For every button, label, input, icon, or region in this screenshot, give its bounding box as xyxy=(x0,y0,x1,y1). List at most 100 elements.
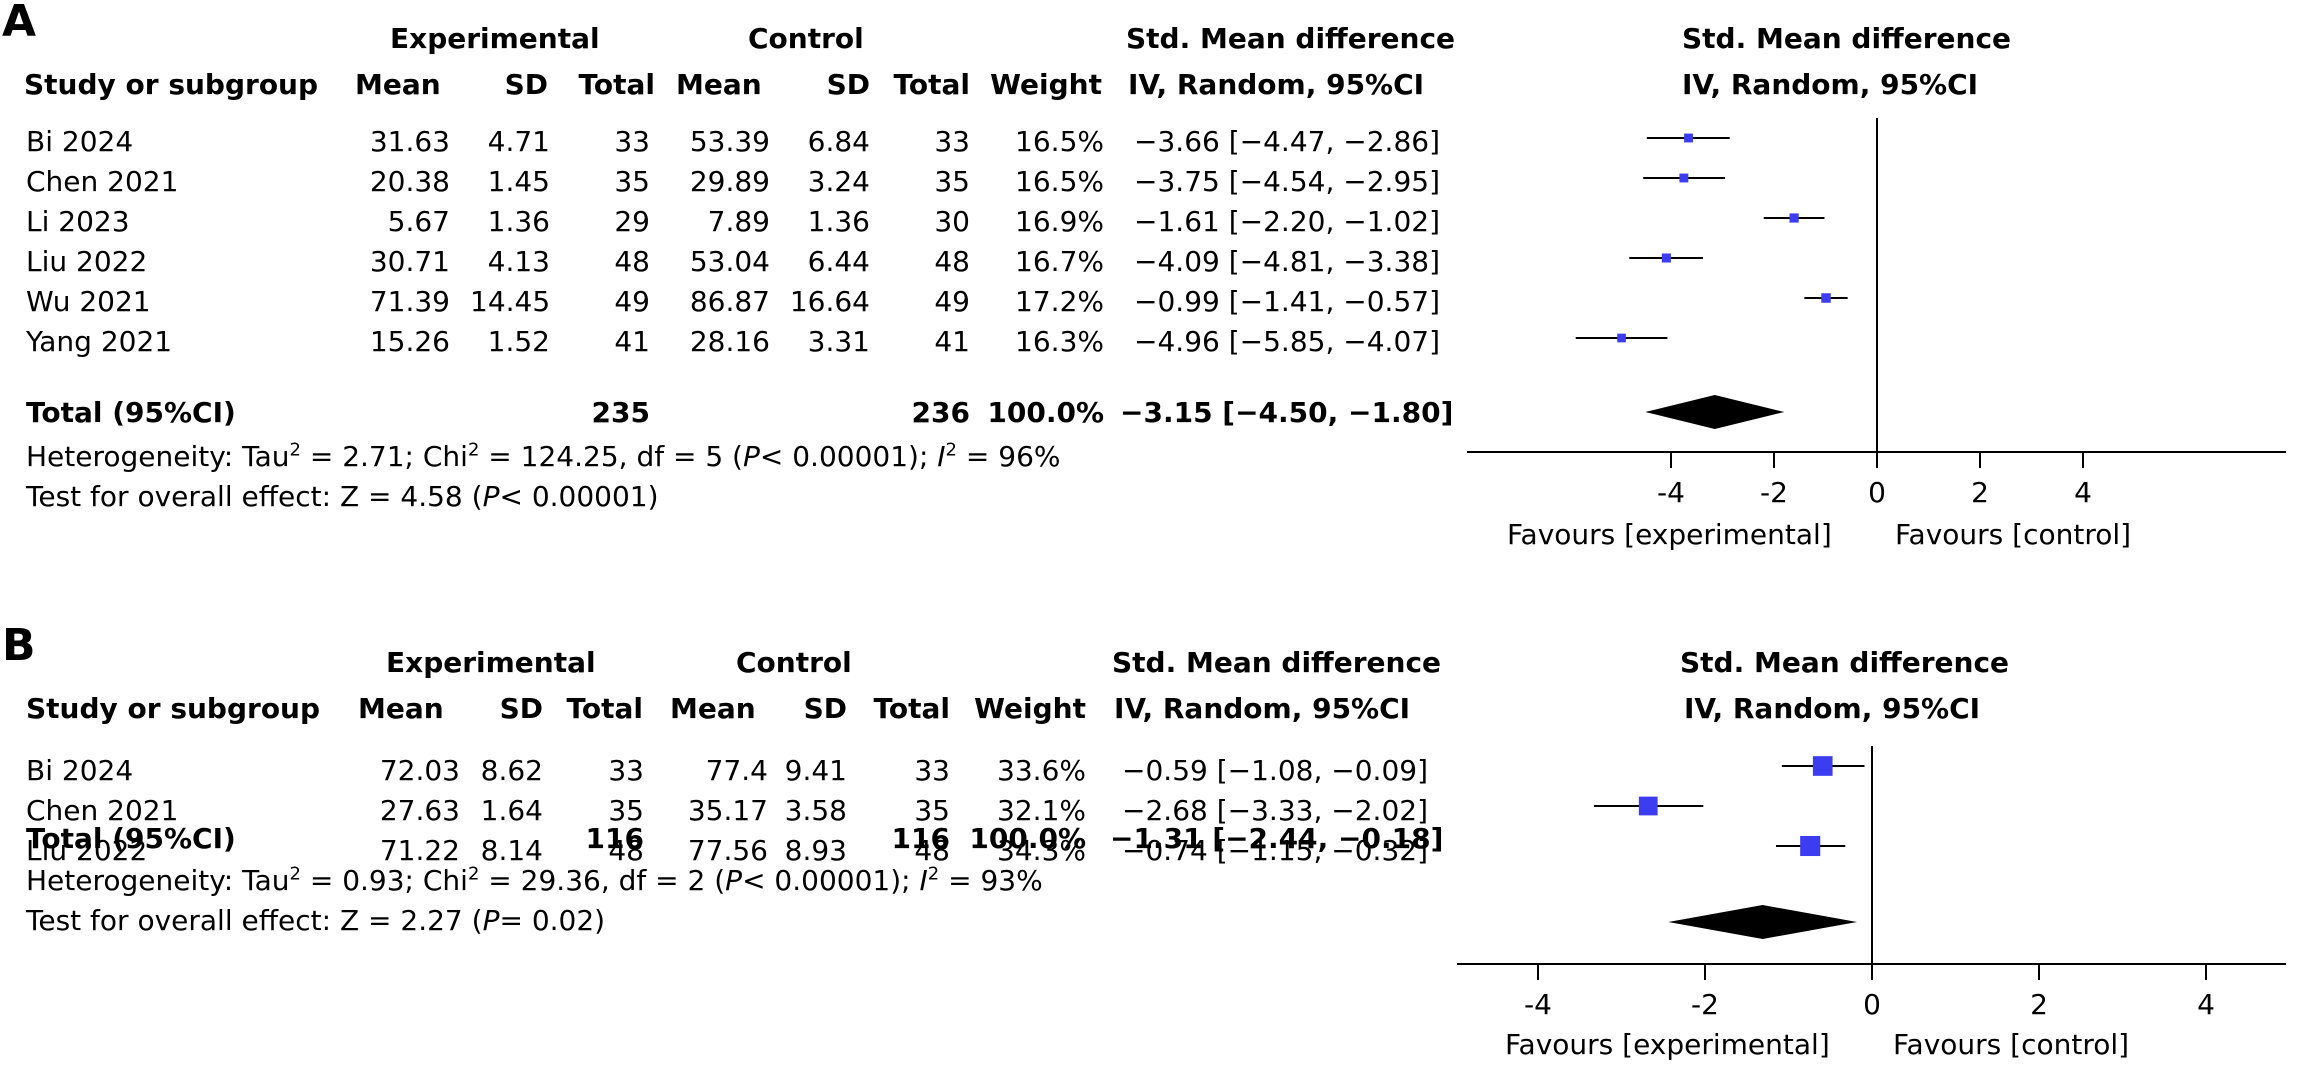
header-effect-title: Std. Mean difference xyxy=(1112,646,1442,679)
total-e-total: 116 xyxy=(585,822,644,855)
weight-value: 16.5% xyxy=(1015,165,1104,198)
header-e-mean: Mean xyxy=(355,68,441,101)
header-weight: Weight xyxy=(974,692,1086,725)
weight-value: 16.3% xyxy=(1015,325,1104,358)
study-name: Bi 2024 xyxy=(26,125,134,158)
header-c-mean: Mean xyxy=(676,68,762,101)
favours-experimental-label: Favours [experimental] xyxy=(1507,518,1832,551)
control-total: 41 xyxy=(934,325,970,358)
heterogeneity-text: Heterogeneity: Tau2 = 2.71; Chi2 = 124.2… xyxy=(26,439,1061,473)
control-total: 35 xyxy=(914,794,950,827)
x-tick-label: 2 xyxy=(2030,988,2048,1021)
control-sd: 3.58 xyxy=(784,794,847,827)
pooled-diamond xyxy=(1645,395,1785,429)
total-e-total: 235 xyxy=(591,396,650,429)
experimental-total: 35 xyxy=(614,165,650,198)
effect-marker xyxy=(1638,796,1658,816)
experimental-mean: 72.03 xyxy=(379,754,460,787)
header-c-sd: SD xyxy=(803,692,847,725)
study-name: Chen 2021 xyxy=(26,794,179,827)
experimental-total: 49 xyxy=(614,285,650,318)
total-ci: −3.15 [−4.50, −1.80] xyxy=(1120,396,1454,429)
plot-title: Std. Mean difference xyxy=(1682,22,2012,55)
weight-value: 34.3% xyxy=(997,834,1086,867)
control-sd: 1.36 xyxy=(807,205,870,238)
effect-marker xyxy=(1684,133,1693,143)
header-c-total: Total xyxy=(893,68,971,101)
experimental-mean: 31.63 xyxy=(369,125,450,158)
forest-plot-panel-a: A Experimental Control Std. Mean differe… xyxy=(2,0,2286,551)
experimental-total: 41 xyxy=(614,325,650,358)
experimental-total: 35 xyxy=(608,794,644,827)
header-e-total: Total xyxy=(578,68,656,101)
effect-marker xyxy=(1679,173,1689,183)
control-mean: 28.16 xyxy=(689,325,770,358)
total-weight: 100.0% xyxy=(969,822,1086,855)
header-experimental: Experimental xyxy=(386,646,596,679)
experimental-mean: 27.63 xyxy=(379,794,460,827)
total-label: Total (95%CI) xyxy=(26,396,236,429)
study-name: Chen 2021 xyxy=(26,165,179,198)
study-name: Liu 2022 xyxy=(26,834,148,867)
overall-effect-text: Test for overall effect: Z = 2.27 (P= 0.… xyxy=(26,904,606,937)
control-mean: 77.56 xyxy=(687,834,768,867)
weight-value: 17.2% xyxy=(1015,285,1104,318)
experimental-sd: 1.64 xyxy=(480,794,543,827)
experimental-total: 33 xyxy=(614,125,650,158)
plot-subtitle: IV, Random, 95%CI xyxy=(1684,692,1981,725)
header-control: Control xyxy=(736,646,852,679)
control-sd: 9.41 xyxy=(784,754,847,787)
header-study: Study or subgroup xyxy=(26,692,321,725)
control-total: 48 xyxy=(914,834,950,867)
control-mean: 53.39 xyxy=(689,125,770,158)
total-ci: −1.31 [−2.44, −0.18] xyxy=(1110,822,1444,855)
effect-marker xyxy=(1617,333,1626,343)
control-sd: 16.64 xyxy=(789,285,870,318)
header-c-mean: Mean xyxy=(670,692,756,725)
control-sd: 3.31 xyxy=(807,325,870,358)
control-mean: 7.89 xyxy=(707,205,770,238)
control-total: 48 xyxy=(934,245,970,278)
header-study: Study or subgroup xyxy=(24,68,319,101)
plot-subtitle: IV, Random, 95%CI xyxy=(1682,68,1979,101)
control-sd: 3.24 xyxy=(807,165,870,198)
study-name: Li 2023 xyxy=(26,205,130,238)
experimental-mean: 5.67 xyxy=(387,205,450,238)
study-name: Bi 2024 xyxy=(26,754,134,787)
effect-marker xyxy=(1821,293,1831,303)
x-tick-label: 4 xyxy=(2074,476,2092,509)
control-sd: 6.84 xyxy=(807,125,870,158)
header-e-total: Total xyxy=(566,692,644,725)
weight-value: 16.9% xyxy=(1015,205,1104,238)
control-total: 33 xyxy=(934,125,970,158)
total-weight: 100.0% xyxy=(987,396,1104,429)
weight-value: 33.6% xyxy=(997,754,1086,787)
control-total: 30 xyxy=(934,205,970,238)
experimental-sd: 4.71 xyxy=(487,125,550,158)
header-e-sd: SD xyxy=(499,692,543,725)
header-weight: Weight xyxy=(990,68,1102,101)
header-method: IV, Random, 95%CI xyxy=(1128,68,1425,101)
pooled-diamond xyxy=(1668,905,1857,939)
plot-title: Std. Mean difference xyxy=(1680,646,2010,679)
header-method: IV, Random, 95%CI xyxy=(1114,692,1411,725)
weight-value: 32.1% xyxy=(997,794,1086,827)
control-mean: 35.17 xyxy=(687,794,768,827)
effect-marker xyxy=(1661,253,1671,263)
effect-marker xyxy=(1789,213,1799,223)
experimental-total: 48 xyxy=(614,245,650,278)
header-c-total: Total xyxy=(873,692,951,725)
experimental-sd: 1.52 xyxy=(487,325,550,358)
overall-effect-text: Test for overall effect: Z = 4.58 (P< 0.… xyxy=(26,480,659,513)
control-sd: 6.44 xyxy=(807,245,870,278)
header-control: Control xyxy=(748,22,864,55)
x-tick-label: 2 xyxy=(1971,476,1989,509)
forest-plot-panel-b: B Experimental Control Std. Mean differe… xyxy=(0,620,2315,1074)
experimental-total: 48 xyxy=(608,834,644,867)
x-tick-label: 0 xyxy=(1868,476,1886,509)
experimental-mean: 15.26 xyxy=(369,325,450,358)
favours-control-label: Favours [control] xyxy=(1895,518,2132,551)
study-name: Liu 2022 xyxy=(26,245,148,278)
forest-plot-b: -4 -2 0 2 4 xyxy=(1457,746,2286,1021)
total-c-total: 236 xyxy=(911,396,970,429)
